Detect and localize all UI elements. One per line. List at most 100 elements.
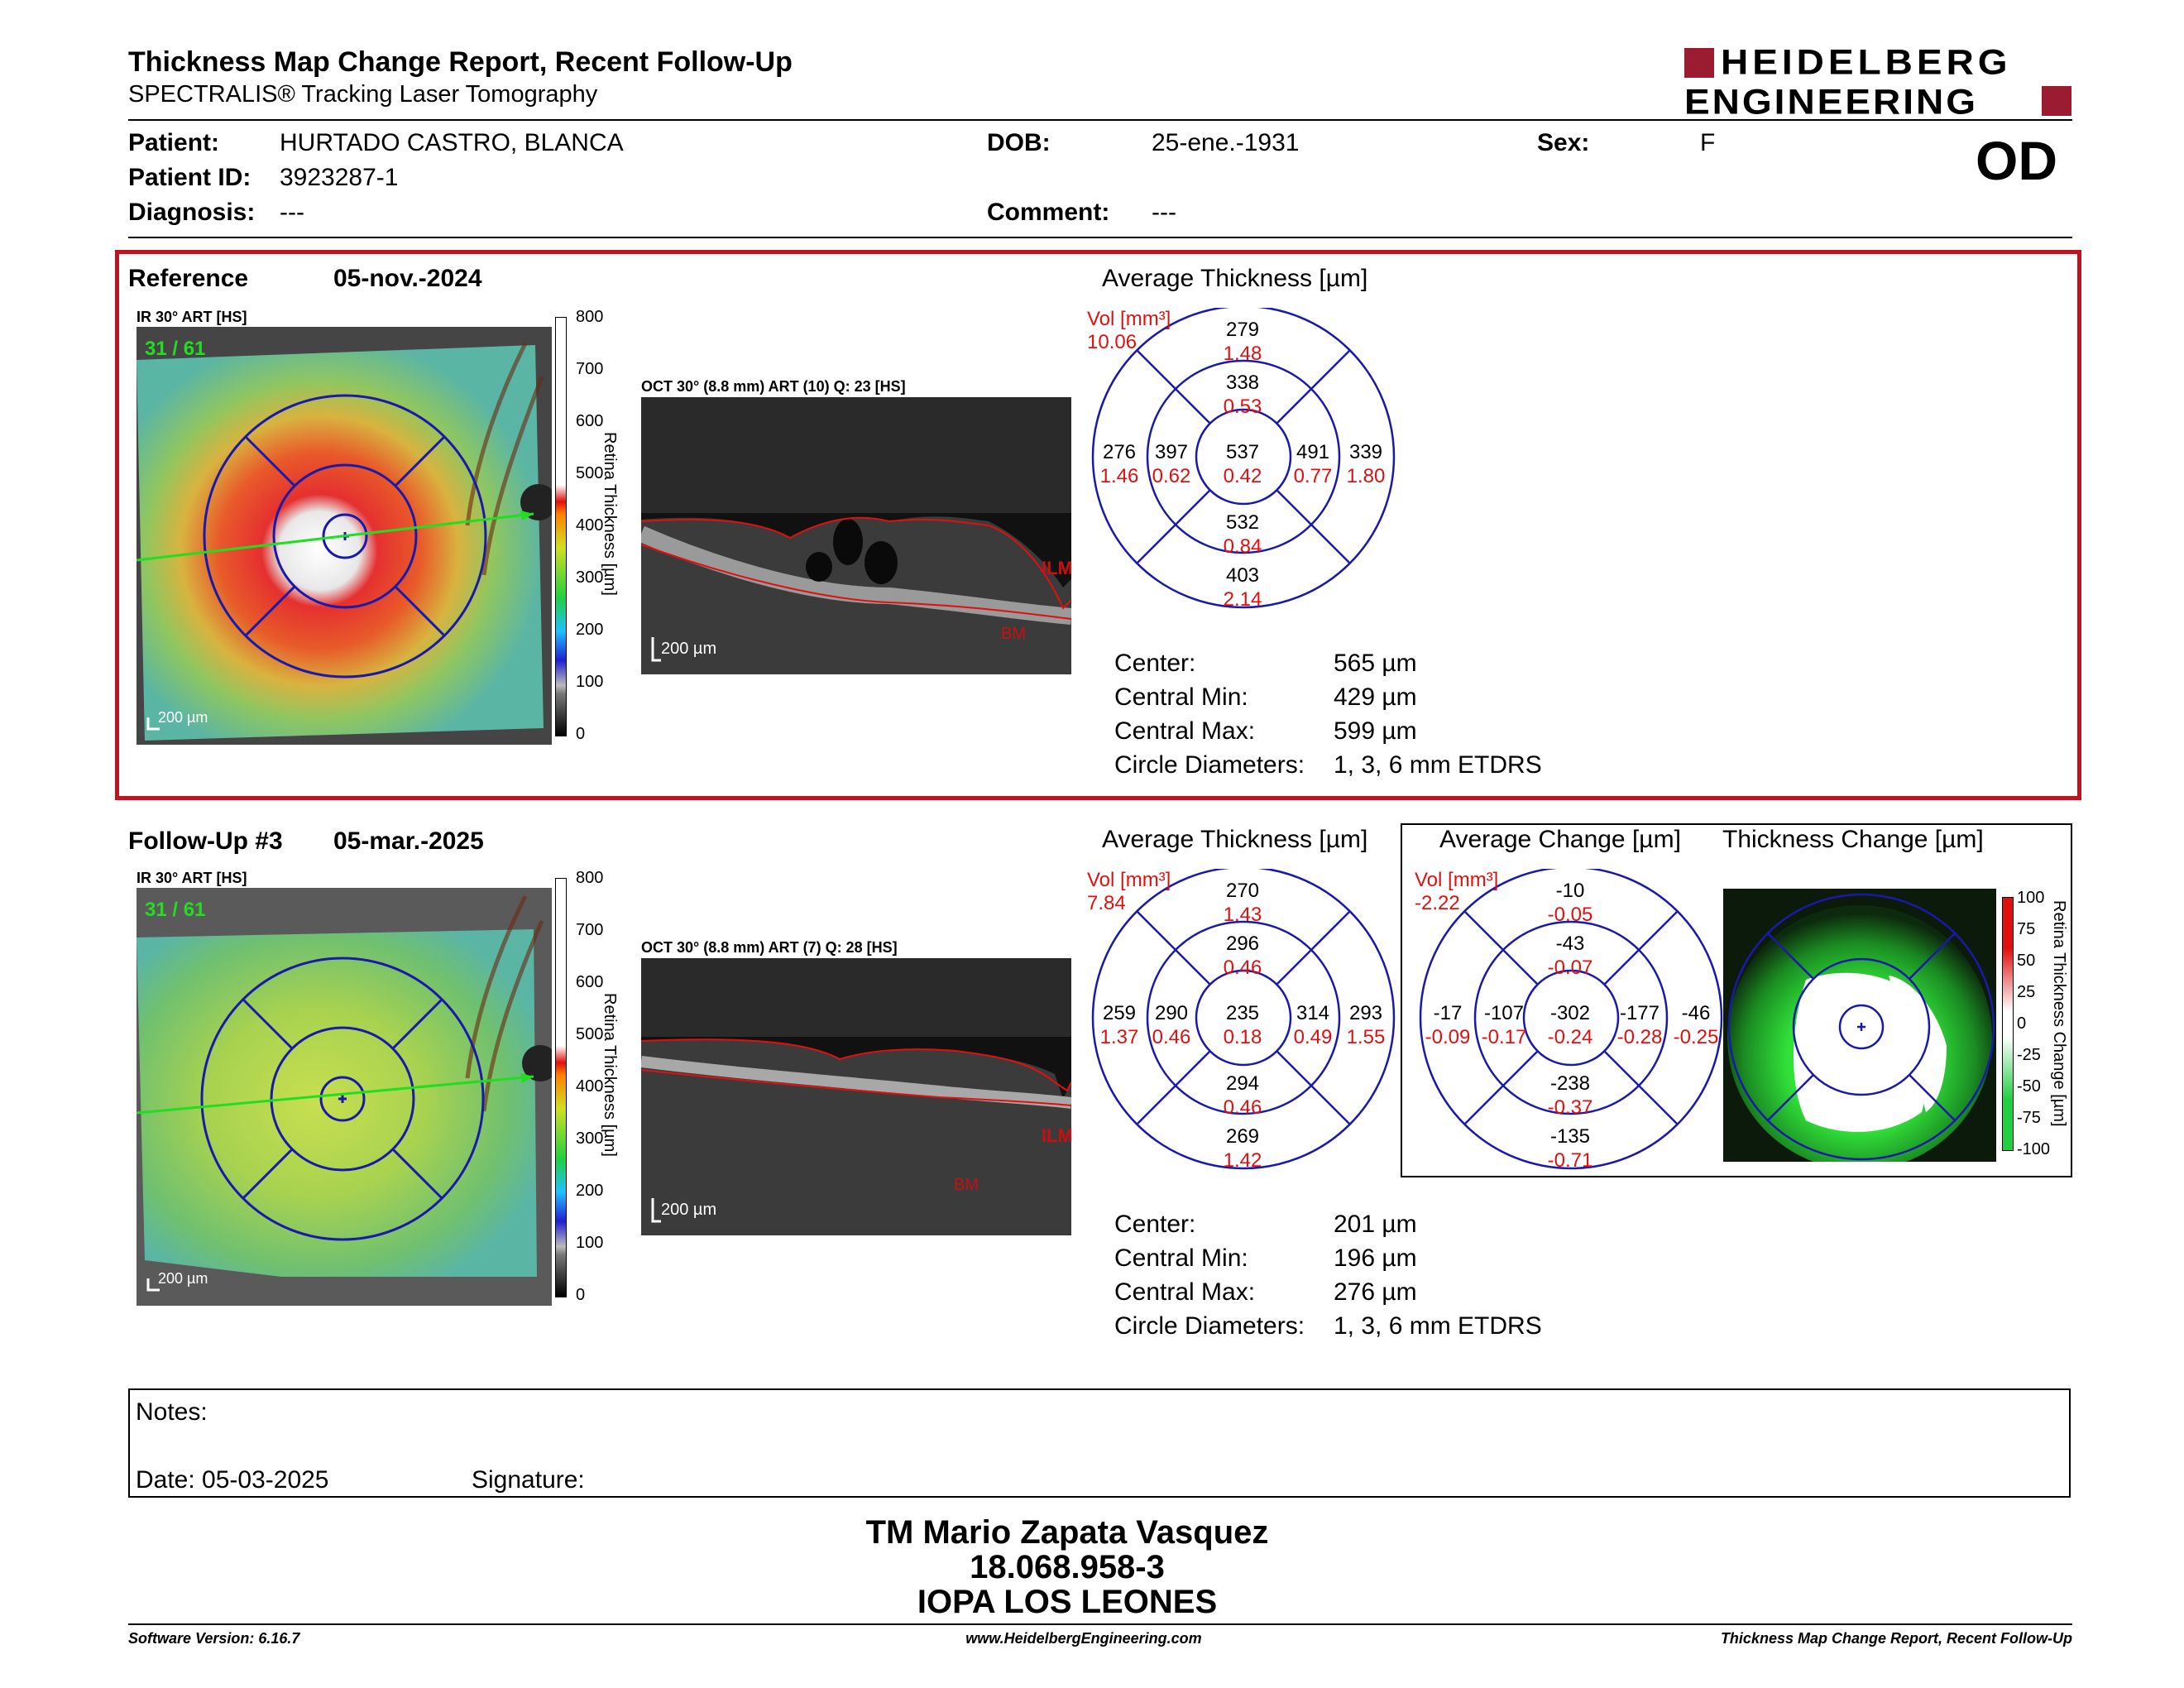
fu-min-value: 196 µm — [1334, 1244, 1417, 1272]
ref-oct-bscan: ILM BM 200 µm — [641, 397, 1071, 674]
change-sector-outer-bottom: -135 -0.71 — [1547, 1125, 1593, 1172]
ref-sector-outer-left: 276 1.46 — [1099, 441, 1139, 487]
fu-ir-thickness-map: 31 / 61 200 µm — [136, 888, 552, 1306]
ref-oct-scalebar: 200 µm — [661, 640, 716, 658]
heidelberg-logo: HEIDELBERG ENGINEERING — [1684, 42, 2073, 122]
fu-ir-label: IR 30° ART [HS] — [136, 870, 247, 886]
fu-diam-value: 1, 3, 6 mm ETDRS — [1334, 1312, 1542, 1340]
change-sector-outer-left: -17 -0.09 — [1425, 1002, 1471, 1048]
reference-date: 05-nov.-2024 — [333, 265, 482, 292]
ref-min-label: Central Min: — [1114, 683, 1248, 711]
fu-sector-center: 235 0.18 — [1223, 1002, 1262, 1048]
change-sector-center: -302 -0.24 — [1547, 1002, 1593, 1048]
ref-min-value: 429 µm — [1334, 683, 1417, 711]
change-sector-inner-left: -107 -0.17 — [1481, 1002, 1527, 1048]
patient-id-label: Patient ID: — [128, 164, 251, 191]
fu-sector-outer-bottom: 269 1.42 — [1223, 1125, 1262, 1172]
patient-name: HURTADO CASTRO, BLANCA — [280, 129, 624, 156]
report-title: Thickness Map Change Report, Recent Foll… — [128, 46, 793, 78]
ref-oct-ilm-label: ILM — [1042, 558, 1071, 578]
fu-sector-outer-top: 270 1.43 — [1223, 880, 1262, 926]
thickness-change-map — [1723, 889, 1996, 1162]
patient-label: Patient: — [128, 129, 220, 156]
fu-sector-inner-right: 314 0.49 — [1293, 1002, 1333, 1048]
diagnosis-label: Diagnosis: — [128, 199, 256, 226]
ref-diam-value: 1, 3, 6 mm ETDRS — [1334, 751, 1542, 779]
ref-diam-label: Circle Diameters: — [1114, 751, 1305, 779]
signatory-institution: IOPA LOS LEONES — [917, 1584, 1218, 1620]
fu-max-value: 276 µm — [1334, 1278, 1417, 1306]
fu-max-label: Central Max: — [1114, 1278, 1256, 1306]
ref-etdrs-grid — [1091, 308, 1396, 609]
reference-label: Reference — [128, 265, 249, 292]
ref-center-value: 565 µm — [1334, 650, 1417, 677]
notes-date: Date: 05-03-2025 — [136, 1466, 329, 1494]
report-subtitle: SPECTRALIS® Tracking Laser Tomography — [128, 81, 598, 108]
ref-sector-inner-right: 491 0.77 — [1293, 441, 1333, 487]
reference-panel — [115, 250, 2081, 800]
sex-label: Sex: — [1537, 129, 1590, 156]
fu-oct-ilm-label: ILM — [1042, 1125, 1071, 1146]
fu-colorbar-ticks: 800 700 600 500 400 300 200 100 0 — [576, 869, 604, 1304]
dob-value: 25-ene.-1931 — [1152, 129, 1300, 156]
dob-label: DOB: — [987, 129, 1051, 156]
ref-center-label: Center: — [1114, 650, 1196, 677]
notes-label: Notes: — [136, 1398, 208, 1426]
ref-sector-center: 537 0.42 — [1223, 441, 1262, 487]
fu-oct-bm-label: BM — [954, 1176, 979, 1194]
fu-oct-scalebar: 200 µm — [661, 1201, 716, 1219]
fu-ir-scalebar: 200 µm — [158, 1270, 208, 1287]
change-sector-outer-right: -46 -0.25 — [1673, 1002, 1719, 1048]
footer-website[interactable]: www.HeidelbergEngineering.com — [965, 1630, 1202, 1647]
eye-indicator: OD — [1976, 130, 2057, 191]
followup-date: 05-mar.-2025 — [333, 827, 484, 855]
fu-center-value: 201 µm — [1334, 1211, 1417, 1238]
fu-etdrs-grid — [1091, 869, 1396, 1170]
change-sector-inner-bottom: -238 -0.37 — [1547, 1072, 1593, 1119]
change-map-title: Thickness Change [µm] — [1722, 826, 1984, 853]
ref-ir-scalebar: 200 µm — [158, 709, 208, 726]
fu-sector-inner-left: 290 0.46 — [1152, 1002, 1191, 1048]
fu-sector-inner-bottom: 294 0.46 — [1223, 1072, 1262, 1119]
ref-avg-title: Average Thickness [µm] — [1102, 265, 1368, 292]
followup-label: Follow-Up #3 — [128, 827, 283, 855]
change-sector-outer-top: -10 -0.05 — [1547, 880, 1593, 926]
diagnosis-value: --- — [280, 199, 304, 226]
fu-sector-outer-left: 259 1.37 — [1099, 1002, 1139, 1048]
ref-ir-thickness-map: 31 / 61 200 µm — [136, 327, 552, 745]
ref-oct-label: OCT 30° (8.8 mm) ART (10) Q: 23 [HS] — [641, 378, 906, 395]
fu-ir-counter: 31 / 61 — [145, 899, 205, 921]
patient-id-value: 3923287-1 — [280, 164, 399, 191]
change-avg-title: Average Change [µm] — [1439, 826, 1681, 853]
fu-thickness-colorbar — [555, 878, 567, 1297]
fu-diam-label: Circle Diameters: — [1114, 1312, 1305, 1340]
change-sector-inner-right: -177 -0.28 — [1616, 1002, 1663, 1048]
ref-thickness-colorbar — [555, 317, 567, 736]
footer-report-name: Thickness Map Change Report, Recent Foll… — [1720, 1630, 2072, 1647]
ref-sector-inner-top: 338 0.53 — [1223, 372, 1262, 418]
fu-center-label: Center: — [1114, 1211, 1196, 1238]
change-colorbar — [2002, 897, 2014, 1151]
ref-ir-label: IR 30° ART [HS] — [136, 309, 247, 325]
fu-sector-outer-right: 293 1.55 — [1346, 1002, 1386, 1048]
ref-sector-outer-top: 279 1.48 — [1223, 319, 1262, 365]
ref-sector-inner-bottom: 532 0.84 — [1223, 511, 1262, 558]
ref-sector-outer-right: 339 1.80 — [1346, 441, 1386, 487]
ref-colorbar-ticks: 800 700 600 500 400 300 200 100 0 — [576, 308, 604, 743]
ref-sector-inner-left: 397 0.62 — [1152, 441, 1191, 487]
footer-version: Software Version: 6.16.7 — [128, 1630, 300, 1647]
fu-oct-label: OCT 30° (8.8 mm) ART (7) Q: 28 [HS] — [641, 939, 898, 956]
change-colorbar-ticks: 100 75 50 25 0 -25 -50 -75 -100 — [2017, 889, 2051, 1158]
fu-min-label: Central Min: — [1114, 1244, 1248, 1272]
comment-label: Comment: — [987, 199, 1110, 226]
change-sector-inner-top: -43 -0.07 — [1547, 933, 1593, 979]
change-colorbar-title: Retina Thickness Change [µm] — [2050, 900, 2068, 1127]
change-panel — [1401, 823, 2072, 1177]
ref-max-label: Central Max: — [1114, 717, 1256, 745]
change-etdrs-grid — [1419, 869, 1723, 1170]
fu-oct-bscan: ILM BM 200 µm — [641, 958, 1071, 1235]
fu-colorbar-title: Retina Thickness [µm] — [601, 993, 619, 1157]
ref-max-value: 599 µm — [1334, 717, 1417, 745]
notes-box[interactable] — [128, 1388, 2071, 1498]
ref-colorbar-title: Retina Thickness [µm] — [601, 432, 619, 596]
